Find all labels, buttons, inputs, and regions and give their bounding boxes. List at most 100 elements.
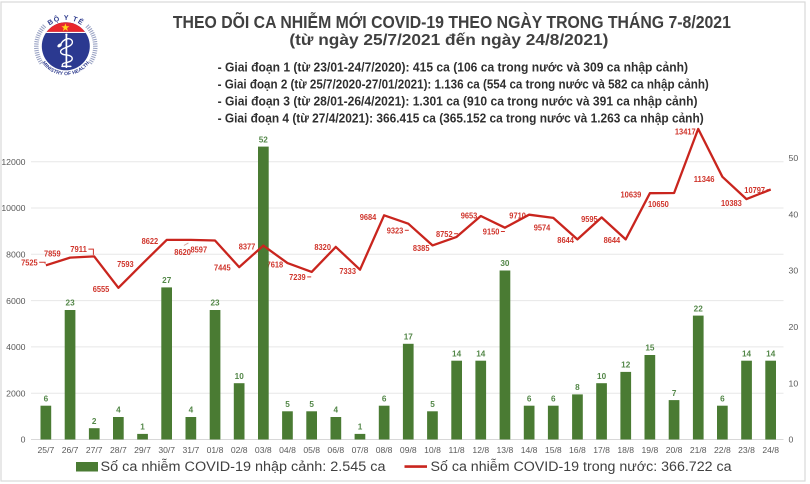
svg-text:17/8: 17/8 (593, 445, 610, 455)
svg-text:THEO DÕI CA NHIỄM MỚI COVID-19: THEO DÕI CA NHIỄM MỚI COVID-19 THEO NGÀY… (173, 11, 731, 32)
svg-text:08/8: 08/8 (376, 445, 393, 455)
svg-text:30: 30 (789, 266, 799, 276)
svg-text:10: 10 (235, 372, 245, 381)
svg-text:8752: 8752 (436, 229, 453, 239)
svg-text:28/7: 28/7 (110, 445, 127, 455)
svg-text:9150: 9150 (483, 227, 500, 237)
svg-text:Số ca nhiễm COVID-19 trong nướ: Số ca nhiễm COVID-19 trong nước: 366.722… (431, 459, 733, 474)
svg-text:22/8: 22/8 (714, 445, 731, 455)
svg-text:7: 7 (672, 389, 677, 398)
svg-text:8644: 8644 (604, 235, 621, 245)
svg-text:52: 52 (259, 135, 269, 144)
svg-text:9710: 9710 (509, 211, 526, 221)
svg-text:5: 5 (430, 400, 435, 409)
svg-text:02/8: 02/8 (231, 445, 248, 455)
svg-text:06/8: 06/8 (327, 445, 344, 455)
svg-text:14: 14 (766, 349, 776, 358)
svg-text:10000: 10000 (1, 203, 25, 213)
svg-text:27: 27 (162, 276, 172, 285)
svg-text:9684: 9684 (360, 212, 377, 222)
svg-text:9653: 9653 (461, 211, 478, 221)
svg-text:15: 15 (645, 344, 655, 353)
svg-text:7445: 7445 (214, 263, 231, 273)
svg-text:7618: 7618 (267, 259, 284, 269)
svg-text:03/8: 03/8 (255, 445, 272, 455)
svg-text:8385: 8385 (413, 243, 430, 253)
svg-text:27/7: 27/7 (86, 445, 103, 455)
svg-text:15/8: 15/8 (545, 445, 562, 455)
svg-text:7333: 7333 (339, 266, 356, 276)
svg-text:4000: 4000 (6, 342, 25, 352)
svg-text:8377: 8377 (239, 242, 256, 252)
svg-text:20: 20 (789, 322, 799, 332)
svg-text:9595: 9595 (581, 214, 598, 224)
svg-text:- Giai đoạn 1 (từ 23/01-24/7/2: - Giai đoạn 1 (từ 23/01-24/7/2020): 415 … (218, 61, 688, 75)
svg-text:10639: 10639 (621, 190, 642, 200)
svg-text:13/8: 13/8 (497, 445, 514, 455)
svg-text:4: 4 (116, 406, 121, 415)
svg-text:12: 12 (621, 361, 631, 370)
svg-text:2000: 2000 (6, 388, 25, 398)
svg-text:05/8: 05/8 (303, 445, 320, 455)
svg-text:7593: 7593 (117, 259, 134, 269)
svg-text:14: 14 (452, 349, 462, 358)
svg-text:5: 5 (285, 400, 290, 409)
svg-text:23/8: 23/8 (738, 445, 755, 455)
svg-text:10797: 10797 (744, 185, 765, 195)
svg-text:6000: 6000 (6, 296, 25, 306)
svg-text:12000: 12000 (1, 157, 25, 167)
svg-text:17: 17 (404, 333, 414, 342)
svg-text:6555: 6555 (93, 284, 110, 294)
svg-text:18/8: 18/8 (617, 445, 634, 455)
svg-text:22: 22 (694, 304, 704, 313)
svg-text:8000: 8000 (6, 250, 25, 260)
svg-text:8: 8 (575, 383, 580, 392)
svg-text:10: 10 (789, 378, 799, 388)
svg-text:4: 4 (334, 406, 339, 415)
svg-text:0: 0 (789, 435, 794, 445)
svg-text:31/7: 31/7 (183, 445, 200, 455)
svg-text:01/8: 01/8 (207, 445, 224, 455)
svg-text:11/8: 11/8 (449, 445, 465, 455)
svg-text:04/8: 04/8 (279, 445, 296, 455)
svg-text:21/8: 21/8 (690, 445, 707, 455)
svg-text:6: 6 (551, 394, 556, 403)
svg-text:07/8: 07/8 (352, 445, 369, 455)
svg-text:8644: 8644 (557, 235, 574, 245)
svg-text:6: 6 (382, 394, 387, 403)
svg-text:10/8: 10/8 (424, 445, 441, 455)
svg-text:7525: 7525 (21, 257, 38, 267)
svg-text:6: 6 (527, 394, 532, 403)
svg-text:1: 1 (140, 423, 145, 432)
svg-text:11346: 11346 (694, 174, 715, 184)
svg-text:- Giai đoạn 2 (từ 25/7/2020-27: - Giai đoạn 2 (từ 25/7/2020-27/01/2021):… (218, 78, 709, 92)
svg-text:8622: 8622 (142, 236, 159, 246)
svg-text:7239: 7239 (289, 272, 306, 282)
svg-text:5: 5 (309, 400, 314, 409)
svg-text:(từ ngày 25/7/2021 đến ngày 24: (từ ngày 25/7/2021 đến ngày 24/8/2021) (289, 32, 608, 49)
svg-text:1: 1 (358, 423, 363, 432)
svg-text:23: 23 (210, 299, 220, 308)
svg-text:8597: 8597 (191, 245, 208, 255)
svg-text:- Giai đoạn 4 (từ 27/4/2021):: - Giai đoạn 4 (từ 27/4/2021): 366.415 ca… (218, 112, 704, 126)
svg-text:6: 6 (44, 394, 49, 403)
svg-text:30/7: 30/7 (158, 445, 175, 455)
svg-text:9323: 9323 (387, 225, 404, 235)
svg-text:19/8: 19/8 (642, 445, 659, 455)
svg-text:Số ca nhiễm COVID-19 nhập cảnh: Số ca nhiễm COVID-19 nhập cảnh: 2.545 ca (101, 459, 387, 474)
svg-text:14: 14 (476, 349, 486, 358)
svg-text:29/7: 29/7 (134, 445, 151, 455)
svg-text:2: 2 (92, 417, 97, 426)
svg-text:4: 4 (189, 406, 194, 415)
svg-text:30: 30 (500, 259, 510, 268)
svg-text:0: 0 (21, 435, 26, 445)
svg-text:8320: 8320 (314, 242, 331, 252)
svg-text:7859: 7859 (44, 249, 61, 259)
svg-text:14: 14 (742, 349, 752, 358)
svg-text:10: 10 (597, 372, 607, 381)
svg-text:12/8: 12/8 (472, 445, 489, 455)
svg-text:20/8: 20/8 (666, 445, 683, 455)
svg-text:50: 50 (789, 153, 799, 163)
svg-text:16/8: 16/8 (569, 445, 586, 455)
svg-text:6: 6 (720, 394, 725, 403)
